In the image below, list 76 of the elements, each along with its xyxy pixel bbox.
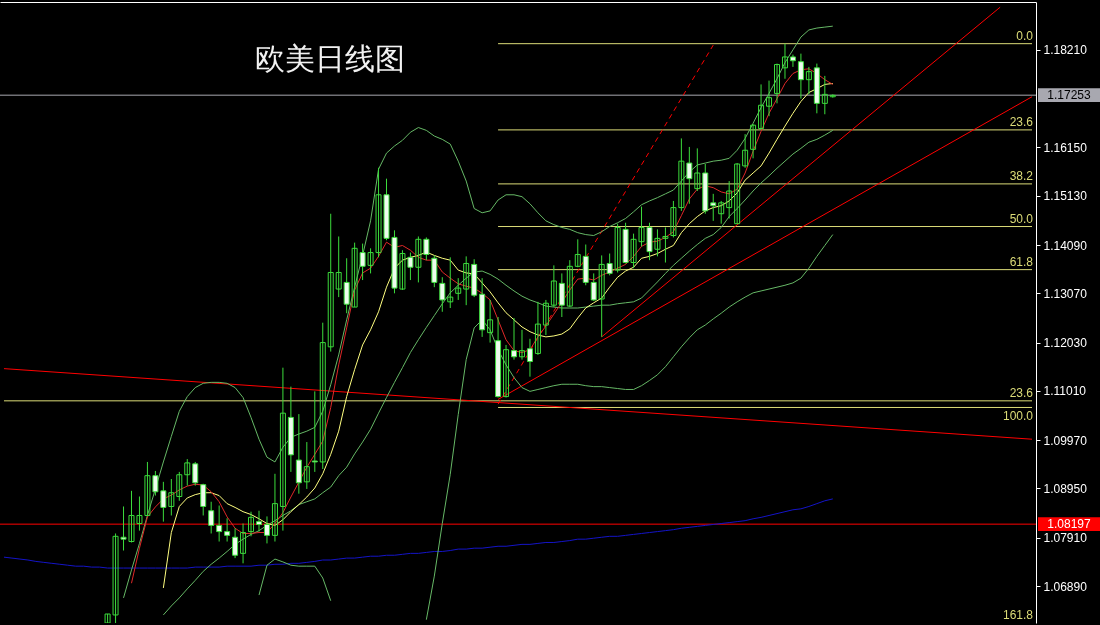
candlestick	[511, 317, 518, 361]
y-tick-label: 1.15130	[1043, 189, 1088, 204]
candlestick	[574, 238, 581, 268]
candlestick	[263, 515, 270, 544]
candlestick	[766, 80, 773, 117]
candlestick	[303, 441, 310, 490]
candlestick	[335, 235, 342, 298]
ref-line-label: 1.08197	[1047, 517, 1092, 532]
candlestick	[542, 299, 549, 336]
series-label: 23.6	[1009, 114, 1034, 129]
candlestick	[208, 501, 215, 534]
candlestick	[319, 322, 326, 470]
candlestick	[742, 133, 749, 169]
candlestick	[797, 53, 804, 100]
candlestick	[590, 272, 597, 302]
annotation: 161.8	[1002, 608, 1034, 622]
candlestick	[566, 259, 573, 308]
candlestick	[550, 264, 557, 308]
candlestick	[774, 63, 780, 104]
candlestick	[558, 272, 565, 318]
candlestick	[821, 75, 828, 115]
candlestick	[726, 180, 733, 219]
candlestick	[805, 66, 812, 95]
candlestick	[295, 413, 302, 495]
y-tick-label: 1.12030	[1043, 336, 1088, 351]
candlestick	[781, 43, 788, 80]
candlestick	[455, 277, 462, 301]
candlestick	[789, 54, 796, 68]
y-tick-label: 1.08950	[1043, 481, 1088, 496]
line-series	[425, 234, 834, 621]
text: 欧美日线图	[255, 41, 405, 76]
candlestick	[192, 461, 199, 487]
candlestick	[487, 299, 494, 344]
y-tick-label: 1.18210	[1043, 43, 1088, 58]
candlestick	[758, 83, 765, 130]
candlestick	[518, 329, 525, 361]
candlestick	[439, 276, 446, 313]
y-tick-label: 1.06890	[1043, 579, 1088, 594]
series-label: 50.0	[1009, 211, 1034, 226]
y-tick-label: 1.14090	[1043, 238, 1088, 253]
line-series	[258, 558, 332, 602]
candlestick	[200, 483, 207, 516]
series-label: 100.0	[1002, 409, 1034, 424]
series-label: 0.0	[1016, 28, 1034, 43]
candlestick	[526, 338, 533, 378]
y-tick-label: 1.16150	[1043, 140, 1088, 155]
candlestick	[718, 200, 725, 225]
candlestick	[534, 301, 541, 356]
y-tick-label: 1.09970	[1043, 433, 1088, 448]
candlestick	[750, 123, 757, 159]
candlestick	[311, 390, 318, 473]
line-series	[3, 498, 834, 569]
candlestick	[327, 213, 334, 353]
series-label: 38.2	[1009, 168, 1034, 183]
candlestick	[240, 523, 247, 564]
y-tick-label: 1.11010	[1043, 384, 1087, 399]
series-label: 23.6	[1009, 385, 1034, 400]
candlestick	[176, 471, 183, 502]
candlestick	[248, 511, 255, 537]
candlestick	[694, 147, 701, 192]
candlestick	[216, 505, 223, 543]
candlestick	[224, 517, 231, 543]
candlestick	[279, 367, 286, 532]
candlestick	[734, 162, 741, 225]
candlestick	[232, 527, 239, 559]
candlestick	[256, 510, 262, 533]
candlestick	[447, 256, 454, 309]
ref-line-label: 1.17253	[1047, 88, 1092, 103]
candlestick	[271, 473, 278, 543]
y-tick-label: 1.13070	[1043, 286, 1088, 301]
candlestick	[184, 458, 191, 487]
series-label: 61.8	[1009, 254, 1034, 269]
candlestick	[463, 255, 470, 306]
candlestick	[710, 193, 717, 222]
y-tick-label: 1.07910	[1043, 531, 1088, 546]
candlestick	[503, 344, 510, 399]
